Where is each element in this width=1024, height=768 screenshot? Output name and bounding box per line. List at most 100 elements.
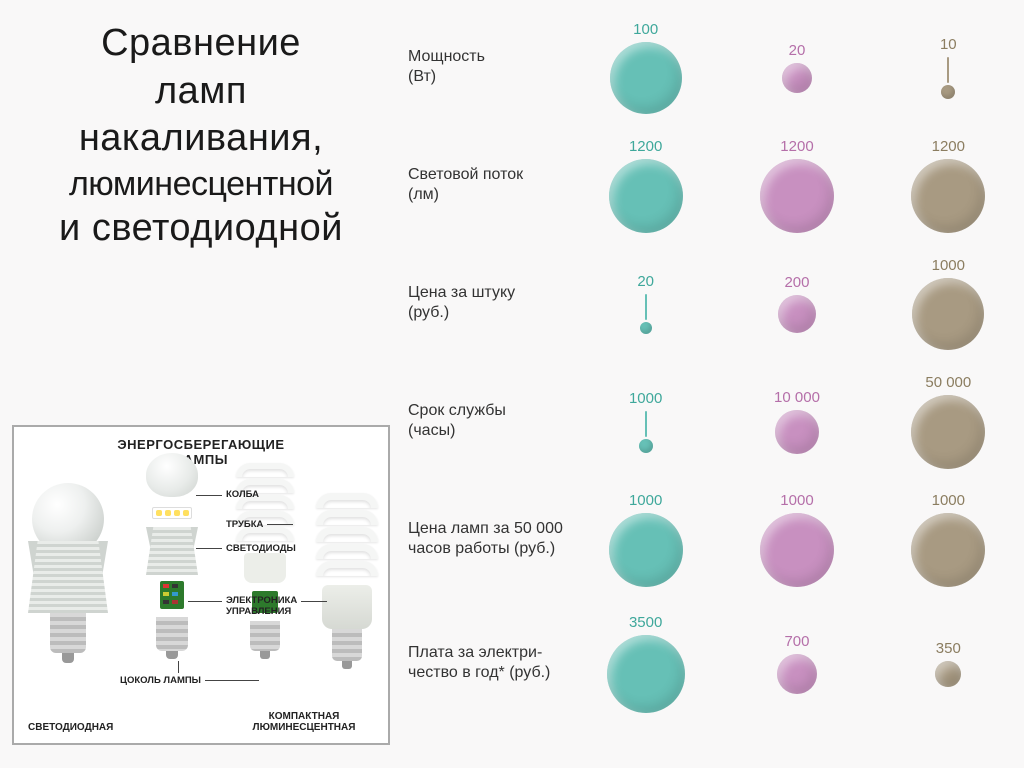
title-line-4: люминесцентной: [12, 163, 390, 206]
label-led: СВЕТОДИОДНАЯ: [28, 722, 108, 733]
bubble-wrap: 3500: [607, 614, 685, 713]
cell: 1000: [721, 480, 872, 598]
cell: 1000: [873, 244, 1024, 362]
bubble-wrap: 10 000: [774, 389, 820, 454]
bubble-wrap: 20: [782, 42, 812, 93]
metric-label-electricity: Плата за электри-чество в год* (руб.): [400, 643, 570, 683]
cell: 700: [721, 598, 872, 728]
left-panel: Сравнение ламп накаливания, люминесцентн…: [0, 0, 400, 263]
label-cfl: КОМПАКТНАЯ ЛЮМИНЕСЦЕНТНАЯ: [222, 711, 386, 733]
metric-cells: 20 200 1000: [570, 244, 1024, 362]
cell: 200: [721, 244, 872, 362]
value-label: 1000: [629, 492, 662, 509]
callout-trubka: ТРУБКА: [226, 519, 263, 530]
metric-cells: 1000 1000 1000: [570, 480, 1024, 598]
callout-driver: ЭЛЕКТРОНИКА УПРАВЛЕНИЯ: [226, 595, 297, 617]
diagram-heading-l1: ЭНЕРГОСБЕРЕГАЮЩИЕ: [117, 437, 284, 452]
title-line-2: ламп: [12, 68, 390, 116]
metric-label-price: Цена за штуку(руб.): [400, 283, 570, 323]
bubble: [778, 295, 816, 333]
bubble-wrap: 700: [777, 633, 817, 694]
bubble-wrap: 1000: [609, 492, 683, 587]
bubble: [782, 63, 812, 93]
bubble: [760, 513, 834, 587]
bubble-wrap: 50 000: [911, 374, 985, 469]
bubble-wrap: 1200: [911, 138, 985, 233]
pin-dot: [941, 85, 955, 99]
comparison-chart: Мощность(Вт)1002010Световой поток(лм)120…: [400, 0, 1024, 768]
bubble-wrap: 100: [610, 21, 682, 114]
pin-stem: [645, 294, 647, 320]
metric-row-electricity: Плата за электри-чество в год* (руб.)350…: [400, 598, 1024, 728]
pin-dot: [640, 322, 652, 334]
value-label: 1000: [629, 390, 662, 407]
bubble-wrap: 1200: [760, 138, 834, 233]
callout-trubka-text: ТРУБКА: [226, 519, 263, 530]
page-title: Сравнение ламп накаливания, люминесцентн…: [12, 20, 390, 253]
cell: 1000: [570, 362, 721, 480]
pin-stem: [947, 57, 949, 83]
bubble-wrap: 1000: [911, 492, 985, 587]
cell: 1200: [570, 126, 721, 244]
value-label: 20: [637, 273, 654, 290]
value-label: 10 000: [774, 389, 820, 406]
value-label: 1200: [780, 138, 813, 155]
pin-dot: [639, 439, 653, 453]
cell: 1000: [873, 480, 1024, 598]
title-line-3: накаливания,: [12, 115, 390, 163]
value-label: 100: [633, 21, 658, 38]
bubble-wrap: 20: [637, 273, 654, 334]
bubble: [610, 42, 682, 114]
value-label: 1200: [629, 138, 662, 155]
metric-label-lumen: Световой поток(лм): [400, 165, 570, 205]
bubble: [911, 159, 985, 233]
bubble-wrap: 1000: [912, 257, 984, 350]
value-label: 200: [784, 274, 809, 291]
bubble: [912, 278, 984, 350]
bubble-wrap: 1000: [629, 390, 662, 453]
cell: 1200: [721, 126, 872, 244]
bubble-wrap: 200: [778, 274, 816, 333]
metric-row-price: Цена за штуку(руб.) 20 200 1000: [400, 244, 1024, 362]
cell: 10 000: [721, 362, 872, 480]
cell: 3500: [570, 598, 721, 728]
metric-row-lumen: Световой поток(лм) 1200 1200 1200: [400, 126, 1024, 244]
metric-row-power: Мощность(Вт) 100 20 10: [400, 8, 1024, 126]
value-label: 1000: [780, 492, 813, 509]
value-label: 10: [940, 36, 957, 53]
value-label: 50 000: [925, 374, 971, 391]
bubble: [911, 513, 985, 587]
value-label: 3500: [629, 614, 662, 631]
metric-cells: 1200 1200 1200: [570, 126, 1024, 244]
value-label: 1000: [932, 492, 965, 509]
led-lamp-illustration: [28, 483, 108, 713]
callout-kolba: КОЛБА: [226, 489, 259, 500]
cell: 20: [721, 8, 872, 126]
value-label: 350: [936, 640, 961, 657]
metric-cells: 3500 700 350: [570, 598, 1024, 728]
cfl-lamp-exploded: [230, 463, 300, 713]
title-line-1: Сравнение: [12, 20, 390, 68]
bubble: [609, 513, 683, 587]
bubble: [609, 159, 683, 233]
title-line-5: и светодиодной: [12, 205, 390, 253]
lamp-diagram: ЭНЕРГОСБЕРЕГАЮЩИЕ ЛАМПЫ КОЛБА ТРУБКА СВЕ…: [12, 425, 390, 745]
callout-driver-l2: УПРАВЛЕНИЯ: [226, 606, 291, 617]
bubble: [775, 410, 819, 454]
callout-leds-text: СВЕТОДИОДЫ: [226, 543, 296, 554]
bubble: [935, 661, 961, 687]
cell: 100: [570, 8, 721, 126]
cell: 50 000: [873, 362, 1024, 480]
cell: 350: [873, 598, 1024, 728]
bubble: [777, 654, 817, 694]
metric-cells: 100 20 10: [570, 8, 1024, 126]
pin-stem: [645, 411, 647, 437]
bubble-wrap: 1200: [609, 138, 683, 233]
cell: 10: [873, 8, 1024, 126]
led-lamp-exploded: [122, 453, 222, 713]
value-label: 20: [789, 42, 806, 59]
callout-driver-l1: ЭЛЕКТРОНИКА: [226, 595, 297, 606]
callout-socket: ЦОКОЛЬ ЛАМПЫ: [120, 675, 201, 686]
metric-label-power: Мощность(Вт): [400, 47, 570, 87]
callout-kolba-text: КОЛБА: [226, 489, 259, 500]
